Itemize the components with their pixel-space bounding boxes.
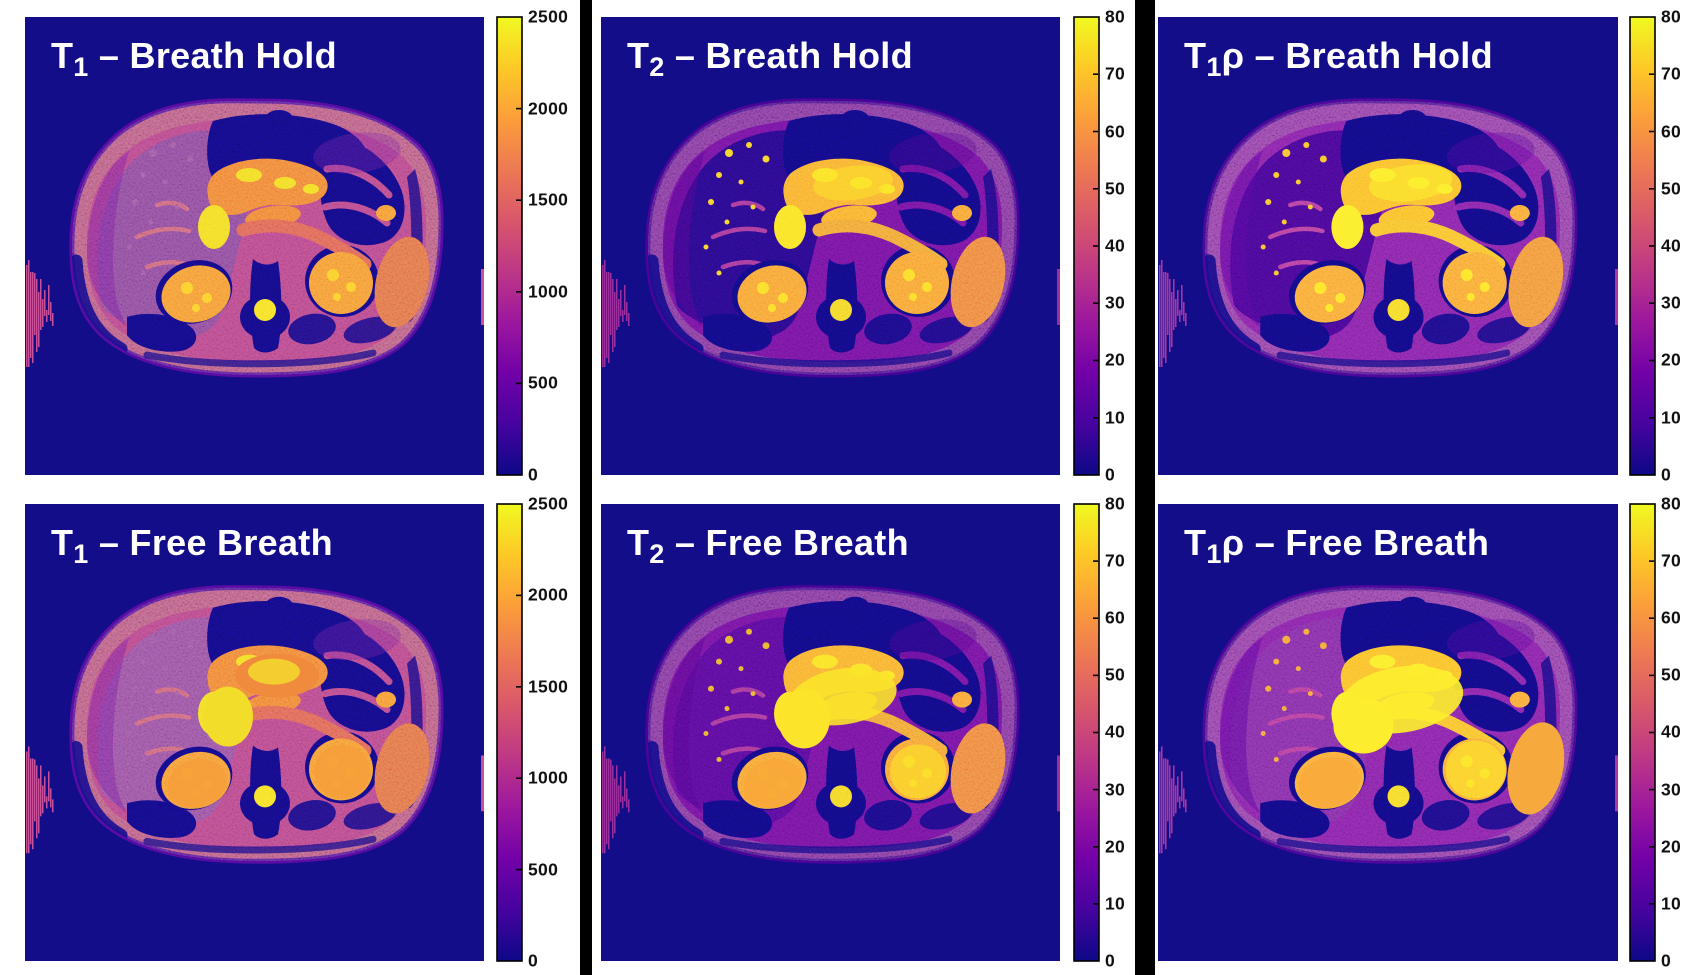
svg-text:T2 – Breath Hold: T2 – Breath Hold xyxy=(627,35,913,82)
svg-text:T1 – Breath Hold: T1 – Breath Hold xyxy=(51,35,337,82)
svg-text:T1ρ – Breath Hold: T1ρ – Breath Hold xyxy=(1184,35,1493,82)
svg-text:T1 – Free Breath: T1 – Free Breath xyxy=(51,522,333,569)
svg-text:T2 – Free Breath: T2 – Free Breath xyxy=(627,522,909,569)
svg-text:T1ρ – Free Breath: T1ρ – Free Breath xyxy=(1184,522,1489,569)
